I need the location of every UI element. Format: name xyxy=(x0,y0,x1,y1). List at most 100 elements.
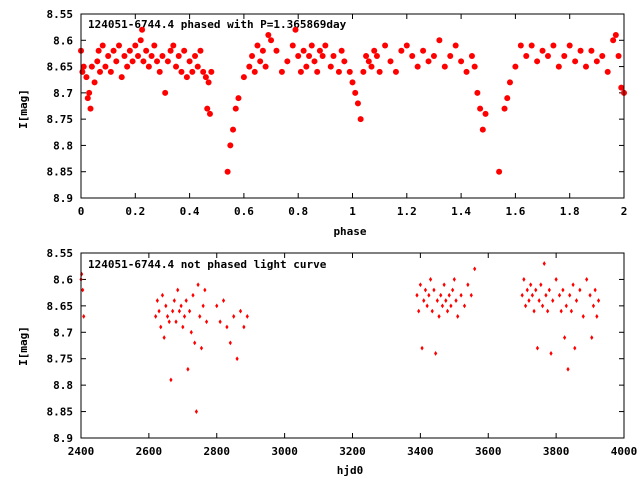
data-point xyxy=(593,58,600,65)
chart-title: 124051-6744.4 not phased light curve xyxy=(88,258,327,271)
data-point xyxy=(539,282,543,288)
data-point xyxy=(415,292,419,298)
data-point xyxy=(177,308,182,314)
data-point xyxy=(469,292,473,298)
data-point xyxy=(148,53,155,60)
data-point xyxy=(137,37,144,44)
data-point xyxy=(559,308,563,314)
data-point xyxy=(196,282,200,288)
y-tick-label: 8.75 xyxy=(47,113,74,126)
data-point xyxy=(240,74,247,81)
data-point xyxy=(162,89,169,96)
y-tick-label: 8.8 xyxy=(53,139,73,152)
data-point xyxy=(99,42,106,49)
data-point xyxy=(420,345,424,351)
data-point xyxy=(184,298,188,303)
data-point xyxy=(259,47,266,54)
data-point xyxy=(473,266,477,272)
data-point xyxy=(183,74,190,81)
data-point xyxy=(550,42,557,49)
x-tick-label: 2 xyxy=(621,205,628,218)
data-point xyxy=(582,63,589,70)
data-point xyxy=(525,287,529,293)
data-point xyxy=(440,303,445,309)
data-point xyxy=(371,47,378,54)
data-point xyxy=(414,63,421,70)
data-point xyxy=(300,47,307,54)
data-point xyxy=(590,335,594,340)
data-point xyxy=(257,58,264,65)
x-tick-label: 0.2 xyxy=(125,205,145,218)
data-point xyxy=(363,53,370,60)
y-tick-label: 8.85 xyxy=(47,406,74,419)
data-point xyxy=(437,314,441,319)
x-axis-label: hjd0 xyxy=(337,464,364,477)
data-point xyxy=(174,319,178,325)
data-point xyxy=(456,314,460,319)
data-point xyxy=(535,345,540,351)
data-point xyxy=(208,68,215,75)
data-point xyxy=(596,298,601,303)
y-tick-label: 8.9 xyxy=(53,192,73,205)
data-point xyxy=(316,47,323,54)
data-point xyxy=(458,58,465,65)
data-point xyxy=(319,53,326,60)
data-point xyxy=(284,58,291,65)
y-tick-label: 8.55 xyxy=(47,8,74,21)
data-point xyxy=(105,53,112,60)
data-point xyxy=(551,298,555,303)
data-point xyxy=(121,53,128,60)
data-point xyxy=(444,298,448,303)
data-point xyxy=(159,53,166,60)
data-point xyxy=(327,63,334,70)
data-point xyxy=(167,47,174,54)
data-point xyxy=(232,314,236,319)
data-point xyxy=(88,63,95,70)
data-point xyxy=(612,32,619,39)
data-point xyxy=(95,47,102,54)
data-point xyxy=(242,324,246,330)
data-point xyxy=(346,68,353,75)
data-point xyxy=(571,282,575,288)
data-point xyxy=(523,53,530,60)
data-point xyxy=(459,292,463,298)
data-points xyxy=(79,261,601,414)
data-point xyxy=(387,58,394,65)
data-point xyxy=(564,303,568,309)
data-point xyxy=(466,282,470,288)
data-point xyxy=(428,277,433,282)
data-point xyxy=(162,335,166,340)
data-point xyxy=(235,356,239,362)
data-point xyxy=(420,47,427,54)
y-tick-label: 8.75 xyxy=(47,353,74,366)
data-point xyxy=(314,68,321,75)
x-tick-label: 2400 xyxy=(68,445,95,458)
data-point xyxy=(618,84,625,91)
x-tick-label: 0.6 xyxy=(234,205,254,218)
data-point xyxy=(534,58,541,65)
data-point xyxy=(561,53,568,60)
data-point xyxy=(295,53,302,60)
data-point xyxy=(425,58,432,65)
data-point xyxy=(520,292,524,298)
data-point xyxy=(82,314,86,319)
data-point xyxy=(129,58,136,65)
data-point xyxy=(578,287,582,293)
data-point xyxy=(186,366,190,372)
data-point xyxy=(303,63,310,70)
data-point xyxy=(186,58,193,65)
data-point xyxy=(409,53,416,60)
y-tick-label: 8.55 xyxy=(47,247,74,260)
data-point xyxy=(422,298,426,303)
data-point xyxy=(537,298,541,303)
data-point xyxy=(417,308,421,314)
unphased-light-curve-chart: 124051-6744.4 not phased light curve hjd… xyxy=(17,247,637,477)
data-point xyxy=(308,42,315,49)
x-tick-label: 1.6 xyxy=(505,205,525,218)
data-point xyxy=(265,32,272,39)
data-point xyxy=(354,100,361,107)
data-point xyxy=(126,47,133,54)
data-point xyxy=(528,42,535,49)
data-point xyxy=(143,47,150,54)
data-point xyxy=(245,314,249,319)
